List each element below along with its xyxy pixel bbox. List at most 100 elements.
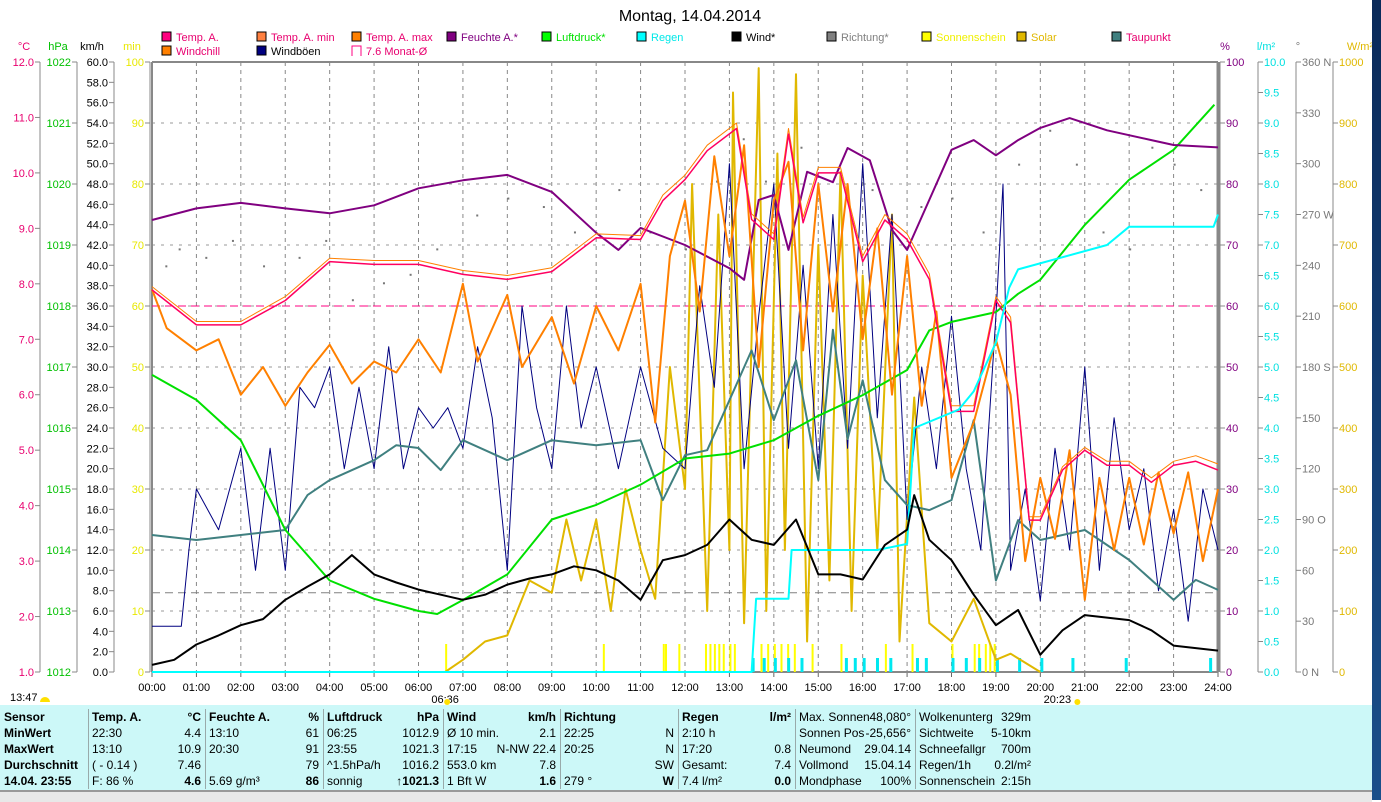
table-header: Richtung — [560, 709, 678, 725]
cell-value: N — [665, 741, 674, 757]
legend-item: Windchill — [162, 46, 220, 58]
direction-point — [232, 240, 234, 242]
table-row: 2:10 h — [678, 725, 795, 741]
cell-value: 2:15h — [1001, 773, 1031, 789]
axis-tick-label-pct: 60 — [1226, 301, 1238, 313]
cell-value: % — [308, 709, 319, 725]
direction-point — [436, 248, 438, 250]
axis-tick-label-dir: 30 — [1302, 616, 1314, 628]
rain-bar — [845, 658, 848, 672]
legend-item: Wind* — [732, 32, 776, 44]
x-tick-label: 19:00 — [982, 682, 1010, 694]
axis-tick-label-kmh: 22.0 — [87, 443, 108, 455]
x-tick-label: 12:00 — [671, 682, 699, 694]
x-tick-label: 09:00 — [538, 682, 566, 694]
x-tick-label: 05:00 — [360, 682, 388, 694]
cell-label: Sonnen Pos — [799, 725, 864, 741]
rain-bar — [1071, 658, 1074, 672]
axis-tick-label-min: 10 — [132, 606, 144, 618]
legend-item: Richtung* — [827, 32, 889, 44]
cell-label: 14.04. 23:55 — [4, 773, 71, 789]
legend-label: Richtung* — [841, 32, 889, 44]
legend-item: Temp. A. — [162, 32, 219, 44]
legend-swatch — [352, 32, 361, 41]
sunshine-bar — [445, 644, 447, 672]
rain-bar — [1209, 658, 1212, 672]
cell-value: 100% — [880, 773, 911, 789]
direction-point — [543, 206, 545, 208]
rain-bar — [787, 658, 790, 672]
direction-point — [263, 265, 265, 267]
cell-label: sonnig — [327, 773, 362, 789]
legend-swatch — [637, 32, 646, 41]
axis-tick-label-pct: 50 — [1226, 362, 1238, 374]
axis-tick-label-kmh: 58.0 — [87, 77, 108, 89]
axis-tick-label-min: 100 — [126, 57, 144, 69]
cell-label: 20:30 — [209, 741, 239, 757]
legend-item: Regen — [637, 32, 683, 44]
x-tick-label: 22:00 — [1115, 682, 1143, 694]
axis-tick-label-hpa: 1018 — [47, 301, 71, 313]
x-tick-label: 24:00 — [1204, 682, 1232, 694]
direction-point — [618, 189, 620, 191]
x-tick-label: 06:00 — [405, 682, 433, 694]
axis-tick-label-kmh: 34.0 — [87, 321, 108, 333]
axis-tick-label-hpa: 1014 — [47, 545, 71, 557]
axis-tick-label-pct: 100 — [1226, 57, 1244, 69]
axis-tick-label-rain: 4.0 — [1264, 423, 1279, 435]
rain-bar — [925, 658, 928, 672]
cell-label: 2:10 h — [682, 725, 715, 741]
axis-tick-label-hpa: 1015 — [47, 484, 71, 496]
axis-tick-label-kmh: 12.0 — [87, 545, 108, 557]
cell-value: 1016.2 — [402, 757, 439, 773]
axis-tick-label-kmh: 38.0 — [87, 281, 108, 293]
cell-label: Temp. A. — [92, 709, 141, 725]
axis-tick-label-temp: 11.0 — [13, 112, 34, 124]
axis-tick-label-kmh: 60.0 — [87, 57, 108, 69]
axis-tick-label-kmh: 52.0 — [87, 138, 108, 150]
direction-point — [179, 248, 181, 250]
cell-label: Ø 10 min. — [447, 725, 499, 741]
legend-swatch — [827, 32, 836, 41]
direction-point — [1018, 164, 1020, 166]
axis-tick-label-rain: 3.5 — [1264, 454, 1279, 466]
cell-label: Feuchte A. — [209, 709, 270, 725]
cell-label: 13:10 — [209, 725, 239, 741]
rain-bar — [965, 658, 968, 672]
cell-label: Luftdruck — [327, 709, 382, 725]
cell-value: N-NW 22.4 — [497, 741, 556, 757]
cell-value: 1.6 — [539, 773, 556, 789]
rain-bar — [978, 658, 981, 672]
axis-tick-label-temp: 9.0 — [19, 223, 34, 235]
legend-item: Feuchte A.* — [447, 32, 519, 44]
direction-point — [1200, 189, 1202, 191]
status-bar — [0, 790, 1372, 802]
sunshine-bar — [812, 644, 814, 672]
cell-label: ( - 0.14 ) — [92, 757, 137, 773]
cell-value: 0.8 — [774, 741, 791, 757]
legend-item: Solar — [1017, 32, 1057, 44]
cell-label: 22:30 — [92, 725, 122, 741]
axis-tick-label-kmh: 50.0 — [87, 159, 108, 171]
info-row: Sonnen Pos-25,656° — [795, 725, 915, 741]
x-tick-label: 10:00 — [582, 682, 610, 694]
cell-value: 4.6 — [184, 773, 201, 789]
cell-label: Vollmond — [799, 757, 848, 773]
sunshine-bar — [974, 644, 976, 672]
axis-tick-label-rain: 4.5 — [1264, 393, 1279, 405]
cell-label: 1 Bft W — [447, 773, 486, 789]
rain-bar — [1040, 658, 1043, 672]
direction-point — [1076, 164, 1078, 166]
